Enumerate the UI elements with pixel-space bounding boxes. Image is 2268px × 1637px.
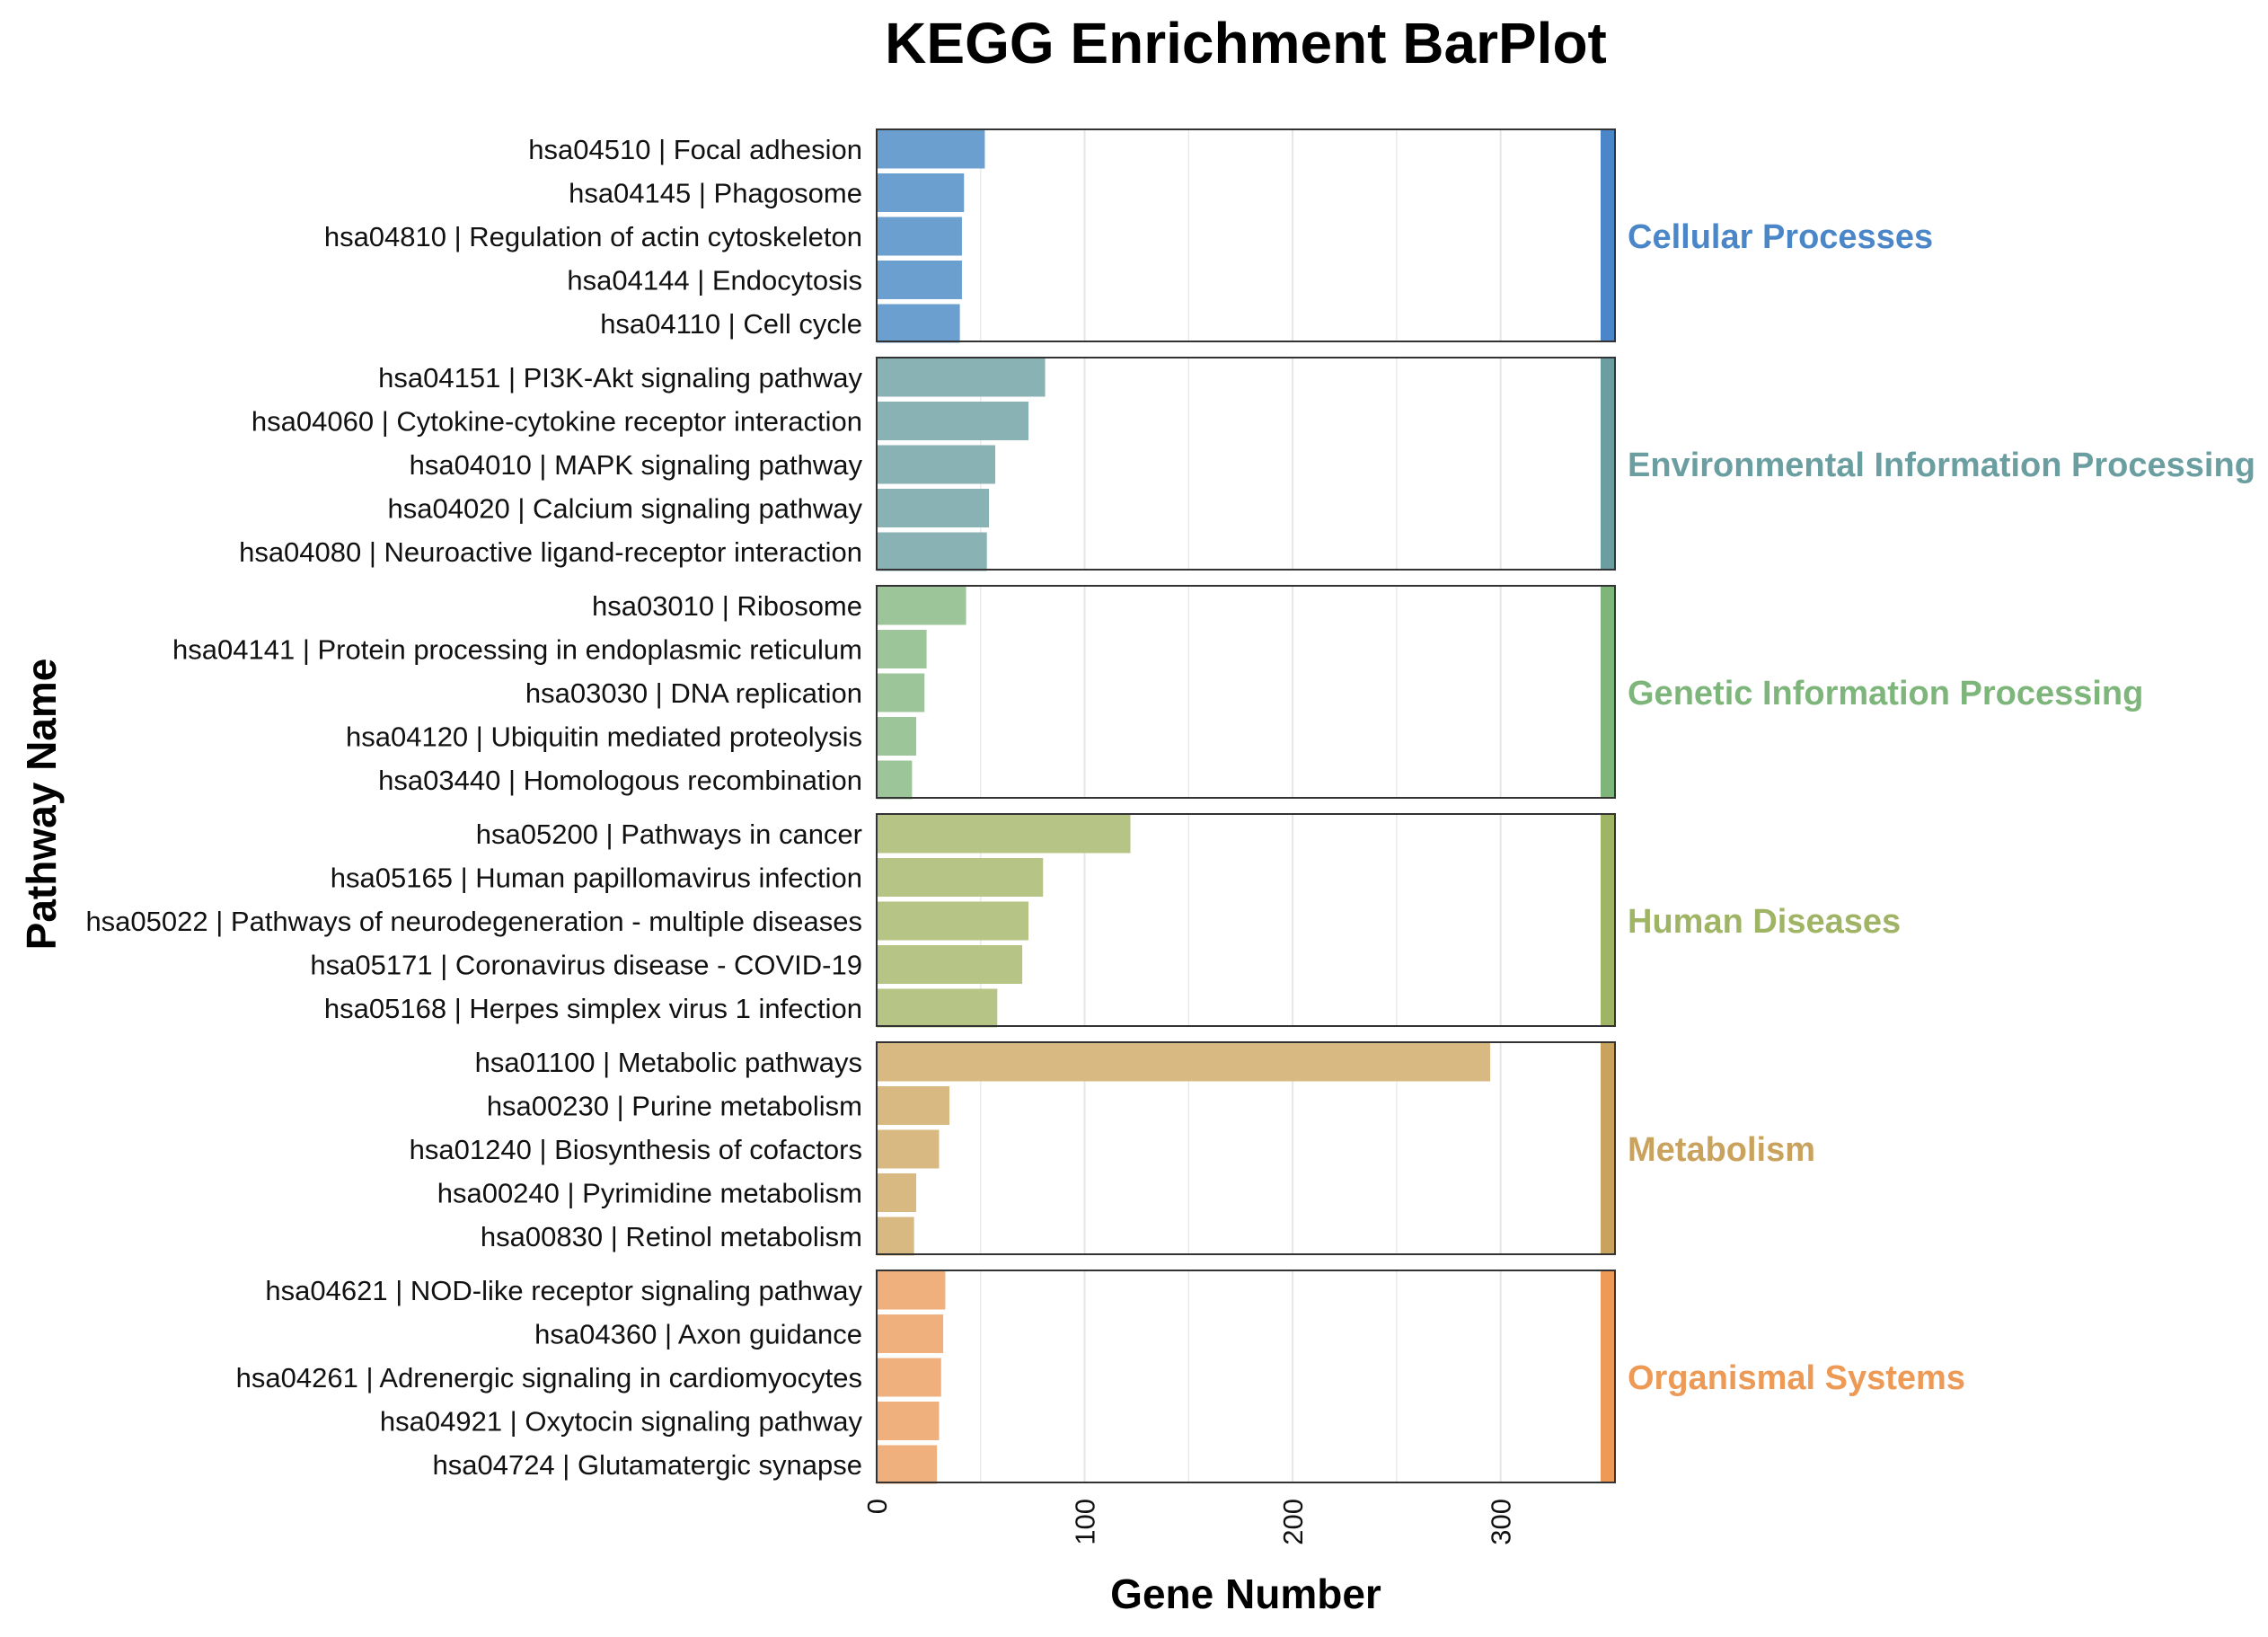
bar bbox=[877, 261, 962, 299]
panel-background bbox=[877, 1270, 1615, 1482]
category-label: hsa04621 | NOD-like receptor signaling p… bbox=[265, 1275, 862, 1306]
bar bbox=[877, 673, 925, 712]
category-label: hsa04151 | PI3K-Akt signaling pathway bbox=[378, 362, 862, 394]
category-label: hsa00830 | Retinol metabolism bbox=[481, 1221, 862, 1252]
facet-panel: hsa04621 | NOD-like receptor signaling p… bbox=[236, 1270, 1965, 1484]
panel-border bbox=[876, 585, 1616, 799]
x-tick-label: 0 bbox=[861, 1499, 893, 1514]
bar bbox=[877, 1402, 940, 1440]
bar bbox=[877, 129, 985, 169]
panel-border bbox=[876, 1270, 1616, 1483]
category-label: hsa05200 | Pathways in cancer bbox=[476, 818, 862, 850]
bar bbox=[877, 760, 913, 800]
facet-strip bbox=[1601, 1042, 1615, 1254]
facet-strip bbox=[1601, 586, 1615, 798]
panel-border bbox=[876, 357, 1616, 571]
bar bbox=[877, 532, 987, 571]
facet-label: Metabolism bbox=[1628, 1131, 1815, 1169]
bar bbox=[877, 586, 966, 625]
bar bbox=[877, 1217, 914, 1256]
bar bbox=[877, 717, 916, 756]
bar bbox=[877, 402, 1029, 440]
panel-background bbox=[877, 129, 1615, 341]
bar bbox=[877, 1314, 944, 1353]
category-label: hsa00230 | Purine metabolism bbox=[487, 1091, 862, 1122]
facet-panel: hsa01100 | Metabolic pathways hsa00230 | … bbox=[410, 1041, 1815, 1256]
panel-border bbox=[876, 128, 1616, 342]
facet-label: Organismal Systems bbox=[1628, 1359, 1965, 1397]
y-axis-label: Pathway Name bbox=[18, 659, 65, 951]
bar bbox=[877, 489, 990, 527]
x-tick-label: 300 bbox=[1486, 1499, 1517, 1545]
facet-panel: hsa04510 | Focal adhesion hsa04145 | Phag… bbox=[324, 128, 1933, 343]
facet-label: Genetic Information Processing bbox=[1628, 675, 2143, 712]
bar bbox=[877, 1270, 946, 1310]
category-label: hsa03030 | DNA replication bbox=[525, 677, 862, 709]
bar bbox=[877, 1086, 950, 1125]
category-label: hsa04261 | Adrenergic signaling in cardi… bbox=[236, 1362, 862, 1394]
panel-border bbox=[876, 1041, 1616, 1255]
category-label: hsa04080 | Neuroactive ligand-receptor i… bbox=[239, 536, 862, 568]
x-tick-label: 200 bbox=[1277, 1499, 1309, 1545]
bar bbox=[877, 173, 965, 212]
panel-border bbox=[876, 813, 1616, 1027]
bar bbox=[877, 304, 960, 343]
category-label: hsa01240 | Biosynthesis of cofactors bbox=[410, 1134, 862, 1165]
facet-strip bbox=[1601, 358, 1615, 570]
bar bbox=[877, 1042, 1491, 1082]
facet-strip bbox=[1601, 1270, 1615, 1482]
category-label: hsa05022 | Pathways of neurodegeneration… bbox=[85, 906, 862, 937]
category-label: hsa04110 | Cell cycle bbox=[600, 308, 862, 340]
facet-label: Environmental Information Processing bbox=[1628, 447, 2255, 484]
category-label: hsa04145 | Phagosome bbox=[569, 178, 862, 209]
x-axis-label: Gene Number bbox=[1110, 1571, 1381, 1617]
category-label: hsa04020 | Calcium signaling pathway bbox=[388, 493, 863, 525]
category-label: hsa03010 | Ribosome bbox=[592, 590, 862, 622]
facet-panel: hsa05200 | Pathways in cancer hsa05165 | … bbox=[85, 813, 1901, 1028]
category-label: hsa05168 | Herpes simplex virus 1 infect… bbox=[324, 993, 862, 1024]
facet-label: Human Diseases bbox=[1628, 903, 1901, 941]
category-label: hsa04144 | Endocytosis bbox=[567, 265, 862, 296]
category-label: hsa04010 | MAPK signaling pathway bbox=[410, 449, 863, 481]
bar bbox=[877, 445, 995, 484]
facet-panel: hsa03010 | Ribosome hsa04141 | Protein pr… bbox=[172, 585, 2143, 800]
category-label: hsa04141 | Protein processing in endopla… bbox=[172, 634, 862, 666]
category-label: hsa01100 | Metabolic pathways bbox=[475, 1047, 862, 1078]
chart-panels: hsa04510 | Focal adhesion hsa04145 | Phag… bbox=[85, 128, 2255, 1484]
bar bbox=[877, 858, 1044, 897]
bar bbox=[877, 1129, 940, 1169]
category-label: hsa00240 | Pyrimidine metabolism bbox=[437, 1178, 862, 1209]
category-label: hsa04724 | Glutamatergic synapse bbox=[432, 1449, 862, 1481]
facet-strip bbox=[1601, 129, 1615, 341]
bar bbox=[877, 630, 927, 668]
category-label: hsa04810 | Regulation of actin cytoskele… bbox=[324, 221, 862, 252]
category-label: hsa05171 | Coronavirus disease - COVID-1… bbox=[310, 950, 862, 981]
chart-title: KEGG Enrichment BarPlot bbox=[885, 11, 1607, 75]
bar bbox=[877, 1173, 916, 1212]
panel-background bbox=[877, 586, 1615, 798]
bar bbox=[877, 217, 962, 256]
category-label: hsa04921 | Oxytocin signaling pathway bbox=[380, 1406, 863, 1438]
x-axis-ticks: 0 100 200 300 bbox=[861, 1499, 1517, 1545]
category-label: hsa05165 | Human papillomavirus infectio… bbox=[331, 863, 862, 894]
category-label: hsa03440 | Homologous recombination bbox=[378, 765, 862, 796]
facet-panel: hsa04151 | PI3K-Akt signaling pathway hsa… bbox=[239, 357, 2255, 571]
bar bbox=[877, 945, 1023, 984]
bar bbox=[877, 1445, 938, 1484]
category-label: hsa04060 | Cytokine-cytokine receptor in… bbox=[252, 406, 862, 438]
bar bbox=[877, 358, 1046, 397]
bar bbox=[877, 988, 998, 1028]
category-label: hsa04360 | Axon guidance bbox=[534, 1319, 862, 1350]
bar bbox=[877, 1358, 941, 1397]
x-tick-label: 100 bbox=[1070, 1499, 1101, 1545]
category-label: hsa04120 | Ubiquitin mediated proteolysi… bbox=[346, 721, 862, 753]
bar bbox=[877, 901, 1029, 941]
category-label: hsa04510 | Focal adhesion bbox=[528, 134, 862, 165]
facet-label: Cellular Processes bbox=[1628, 218, 1933, 256]
bar bbox=[877, 814, 1131, 854]
facet-strip bbox=[1601, 814, 1615, 1026]
